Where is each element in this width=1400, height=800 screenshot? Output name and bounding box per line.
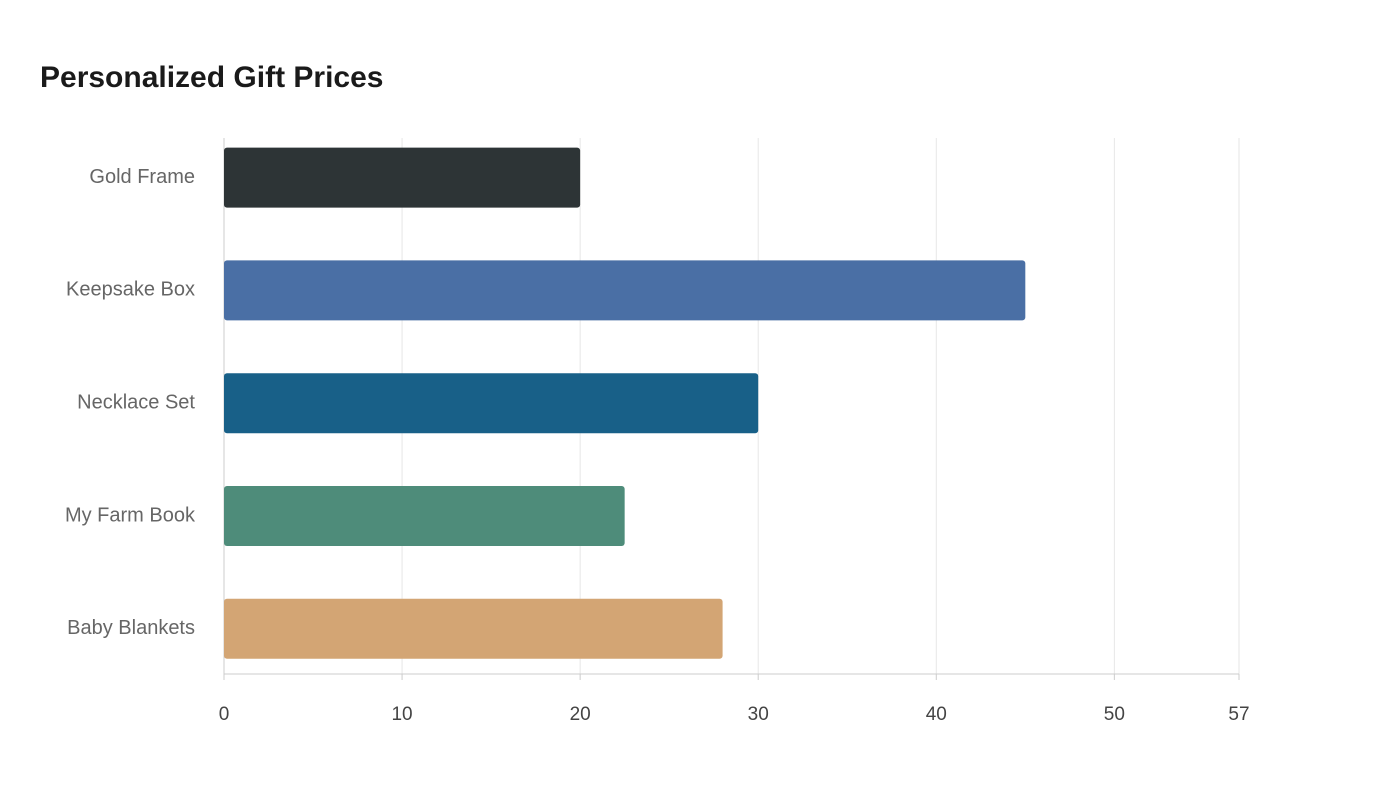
- y-tick-label: Gold Frame: [89, 166, 195, 188]
- x-tick-label: 30: [748, 704, 769, 725]
- x-tick-label: 50: [1104, 704, 1125, 725]
- x-tick-label: 40: [926, 704, 947, 725]
- x-tick-label: 10: [391, 704, 412, 725]
- bar: [224, 486, 625, 546]
- bar: [224, 260, 1026, 321]
- bar: [224, 598, 723, 659]
- y-tick-label: Keepsake Box: [66, 279, 195, 301]
- y-tick-label: Necklace Set: [77, 391, 195, 413]
- y-tick-label: My Farm Book: [65, 504, 196, 526]
- x-tick-label: 20: [570, 704, 591, 725]
- chart-title: Personalized Gift Prices: [40, 61, 383, 94]
- x-tick-label: 57: [1228, 704, 1249, 725]
- bar: [224, 147, 581, 208]
- bar: [224, 373, 759, 434]
- y-tick-label: Baby Blankets: [67, 617, 195, 639]
- x-tick-label: 0: [219, 704, 230, 725]
